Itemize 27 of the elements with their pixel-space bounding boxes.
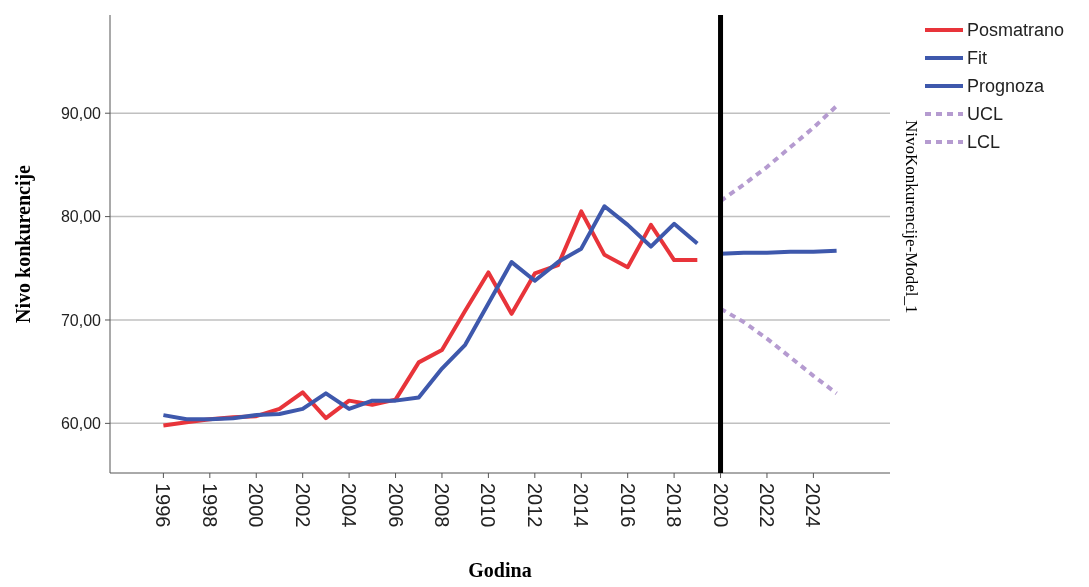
legend-label: Posmatrano [967, 20, 1065, 41]
x-tick-label: 2006 [384, 483, 407, 528]
x-tick-label: 1998 [198, 483, 221, 528]
x-tick-label: 2014 [570, 483, 593, 528]
legend-label: Prognoza [967, 76, 1046, 97]
x-tick-label: 2004 [338, 483, 361, 528]
x-tick-label: 2018 [663, 483, 686, 528]
legend-label: LCL [967, 132, 1001, 153]
y2-axis-title: NivoKonkurencije-Model_1 [901, 120, 921, 314]
x-tick-label: 2016 [616, 483, 639, 528]
x-tick-label: 2002 [291, 483, 314, 528]
x-axis-title: Godina [468, 559, 532, 581]
x-tick-label: 1996 [152, 483, 175, 528]
y-tick-label: 60,00 [60, 414, 102, 432]
legend-label: UCL [967, 104, 1004, 125]
legend-label: Fit [967, 48, 987, 69]
x-tick-label: 2020 [709, 483, 732, 528]
x-tick-label: 2012 [523, 483, 546, 528]
x-tick-label: 2000 [245, 483, 268, 528]
x-tick-label: 2022 [755, 483, 778, 528]
y-tick-label: 80,00 [60, 208, 102, 226]
x-tick-label: 2010 [477, 483, 500, 528]
y-tick-label: 90,00 [60, 104, 102, 122]
y-axis-title: Nivo konkurencije [12, 164, 35, 323]
x-tick-label: 2024 [802, 483, 825, 528]
y-tick-label: 70,00 [60, 311, 102, 329]
x-tick-label: 2008 [430, 483, 453, 528]
